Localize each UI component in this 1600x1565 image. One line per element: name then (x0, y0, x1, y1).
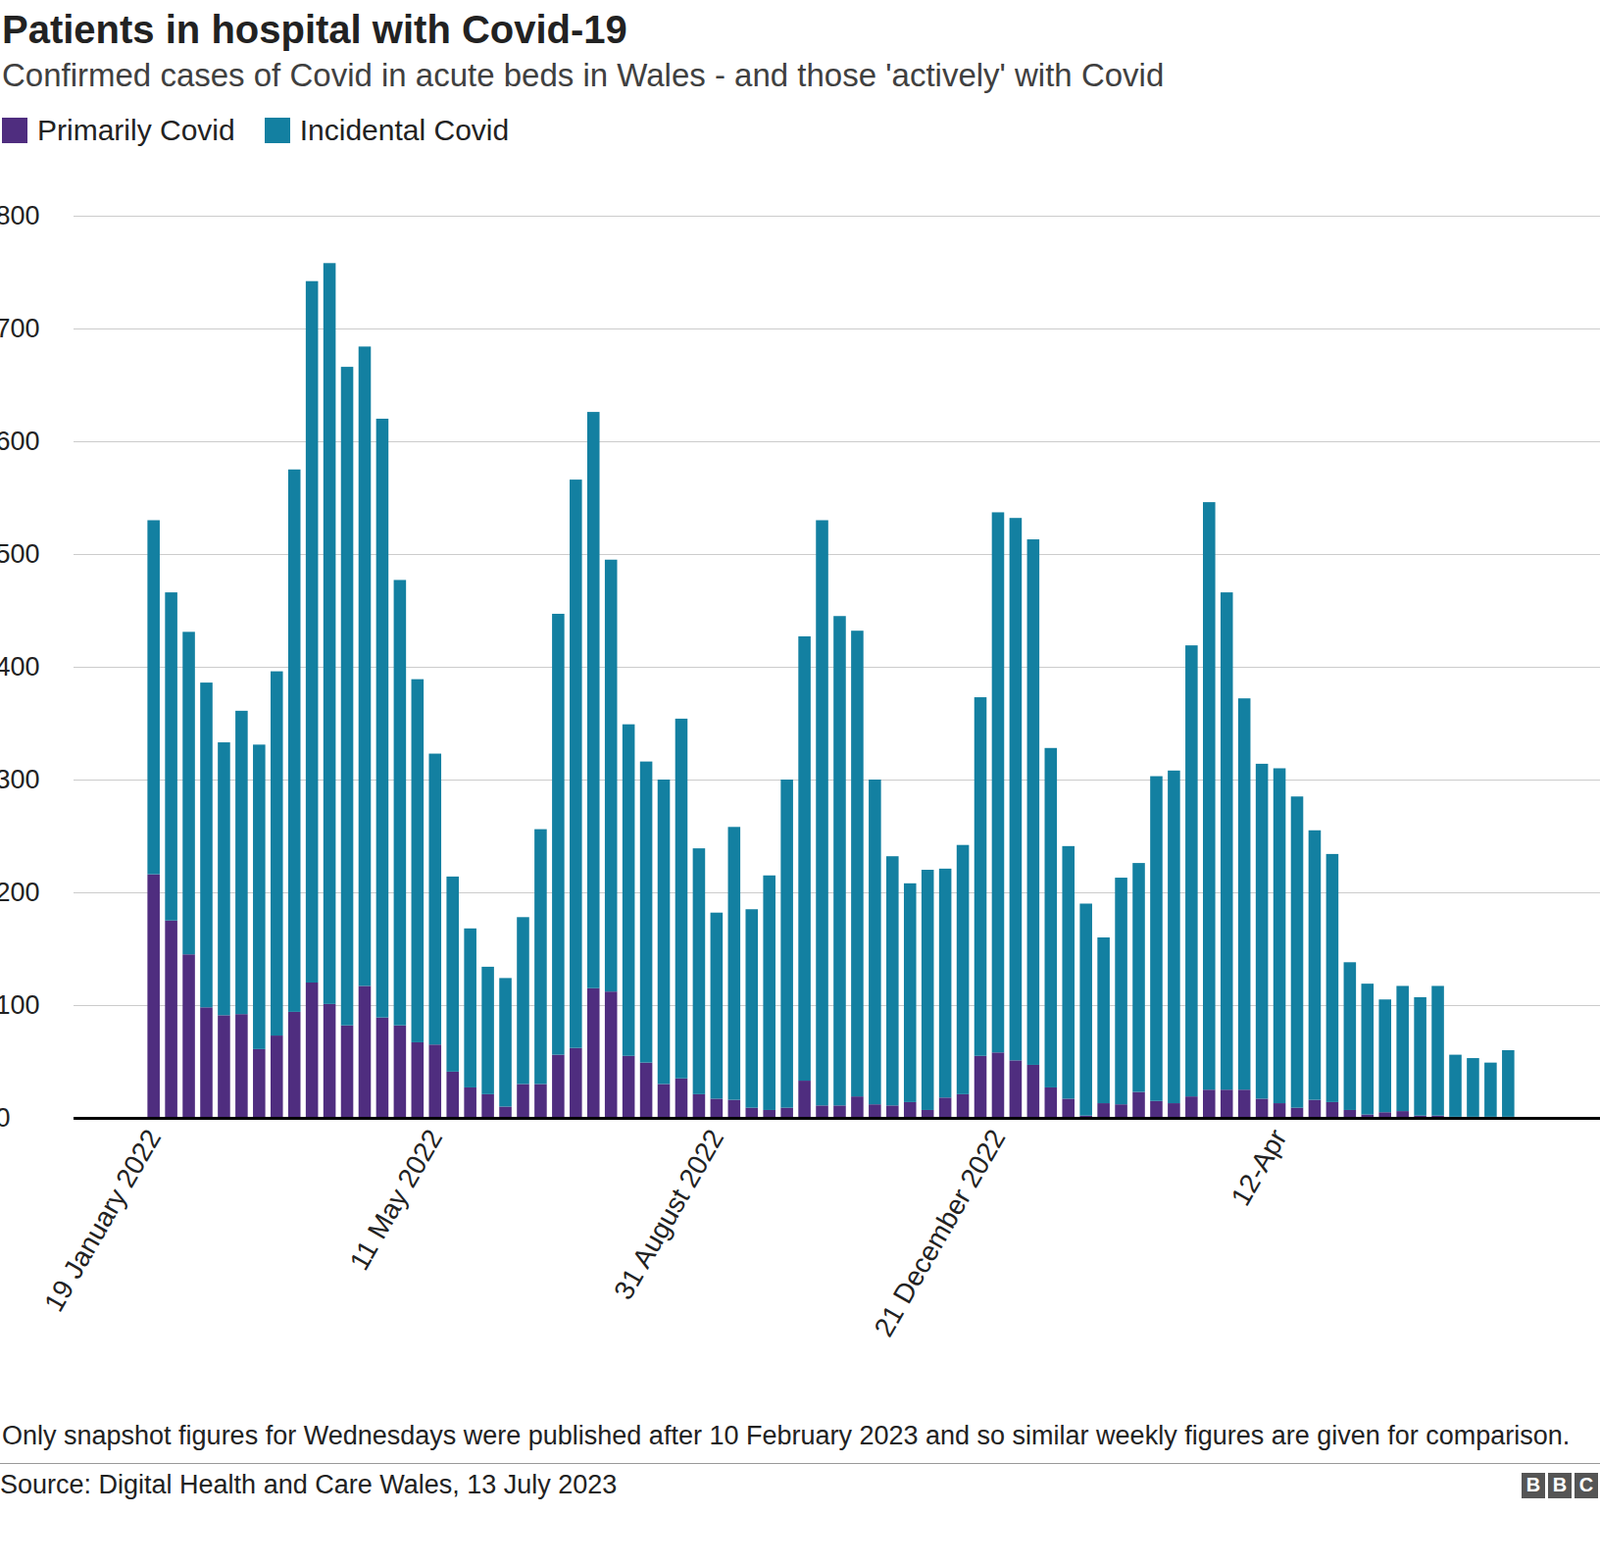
svg-text:11 May 2022: 11 May 2022 (343, 1123, 449, 1275)
svg-text:31 August 2022: 31 August 2022 (607, 1123, 730, 1304)
svg-text:200: 200 (0, 877, 41, 907)
svg-text:100: 100 (0, 990, 41, 1020)
html-text:Primarily Covid: Primarily Covid (37, 113, 235, 147)
svg-text:21 December 2022: 21 December 2022 (867, 1123, 1011, 1342)
html-text:B: B (1526, 1473, 1541, 1496)
html-text:B: B (1552, 1473, 1567, 1496)
svg-text:800: 800 (0, 200, 41, 231)
html-text:Source: Digital Health and Car: Source: Digital Health and Care Wales, 1… (0, 1469, 617, 1500)
html-text:Patients in hospital with Covi: Patients in hospital with Covid-19 (1, 7, 628, 51)
svg-text:0: 0 (0, 1102, 11, 1133)
html-text:Only snapshot figures for Wedn: Only snapshot figures for Wednesdays wer… (1, 1420, 1570, 1450)
html-text:C: C (1579, 1473, 1594, 1496)
svg-text:400: 400 (0, 651, 41, 682)
svg-text:600: 600 (0, 426, 41, 456)
html-text:Confirmed cases of Covid in ac: Confirmed cases of Covid in acute beds i… (1, 56, 1165, 94)
svg-text:500: 500 (0, 539, 41, 569)
svg-text:12-Apr: 12-Apr (1225, 1123, 1294, 1210)
html-text:Incidental Covid: Incidental Covid (299, 113, 510, 147)
svg-text:300: 300 (0, 764, 41, 795)
svg-text:19 January 2022: 19 January 2022 (38, 1123, 167, 1316)
svg-text:700: 700 (0, 313, 41, 344)
